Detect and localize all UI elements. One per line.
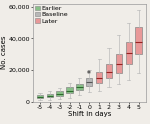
PathPatch shape [86, 78, 92, 86]
X-axis label: Shift in days: Shift in days [68, 111, 111, 117]
PathPatch shape [76, 83, 83, 90]
PathPatch shape [126, 42, 132, 64]
PathPatch shape [116, 54, 122, 73]
PathPatch shape [135, 27, 142, 54]
Legend: Earlier, Baseline, Later: Earlier, Baseline, Later [34, 5, 69, 24]
Text: *: * [87, 70, 91, 79]
PathPatch shape [37, 95, 43, 98]
Y-axis label: No. cases: No. cases [1, 36, 7, 69]
PathPatch shape [46, 94, 53, 97]
PathPatch shape [96, 72, 102, 83]
PathPatch shape [56, 91, 63, 96]
PathPatch shape [66, 87, 73, 93]
PathPatch shape [106, 64, 112, 78]
